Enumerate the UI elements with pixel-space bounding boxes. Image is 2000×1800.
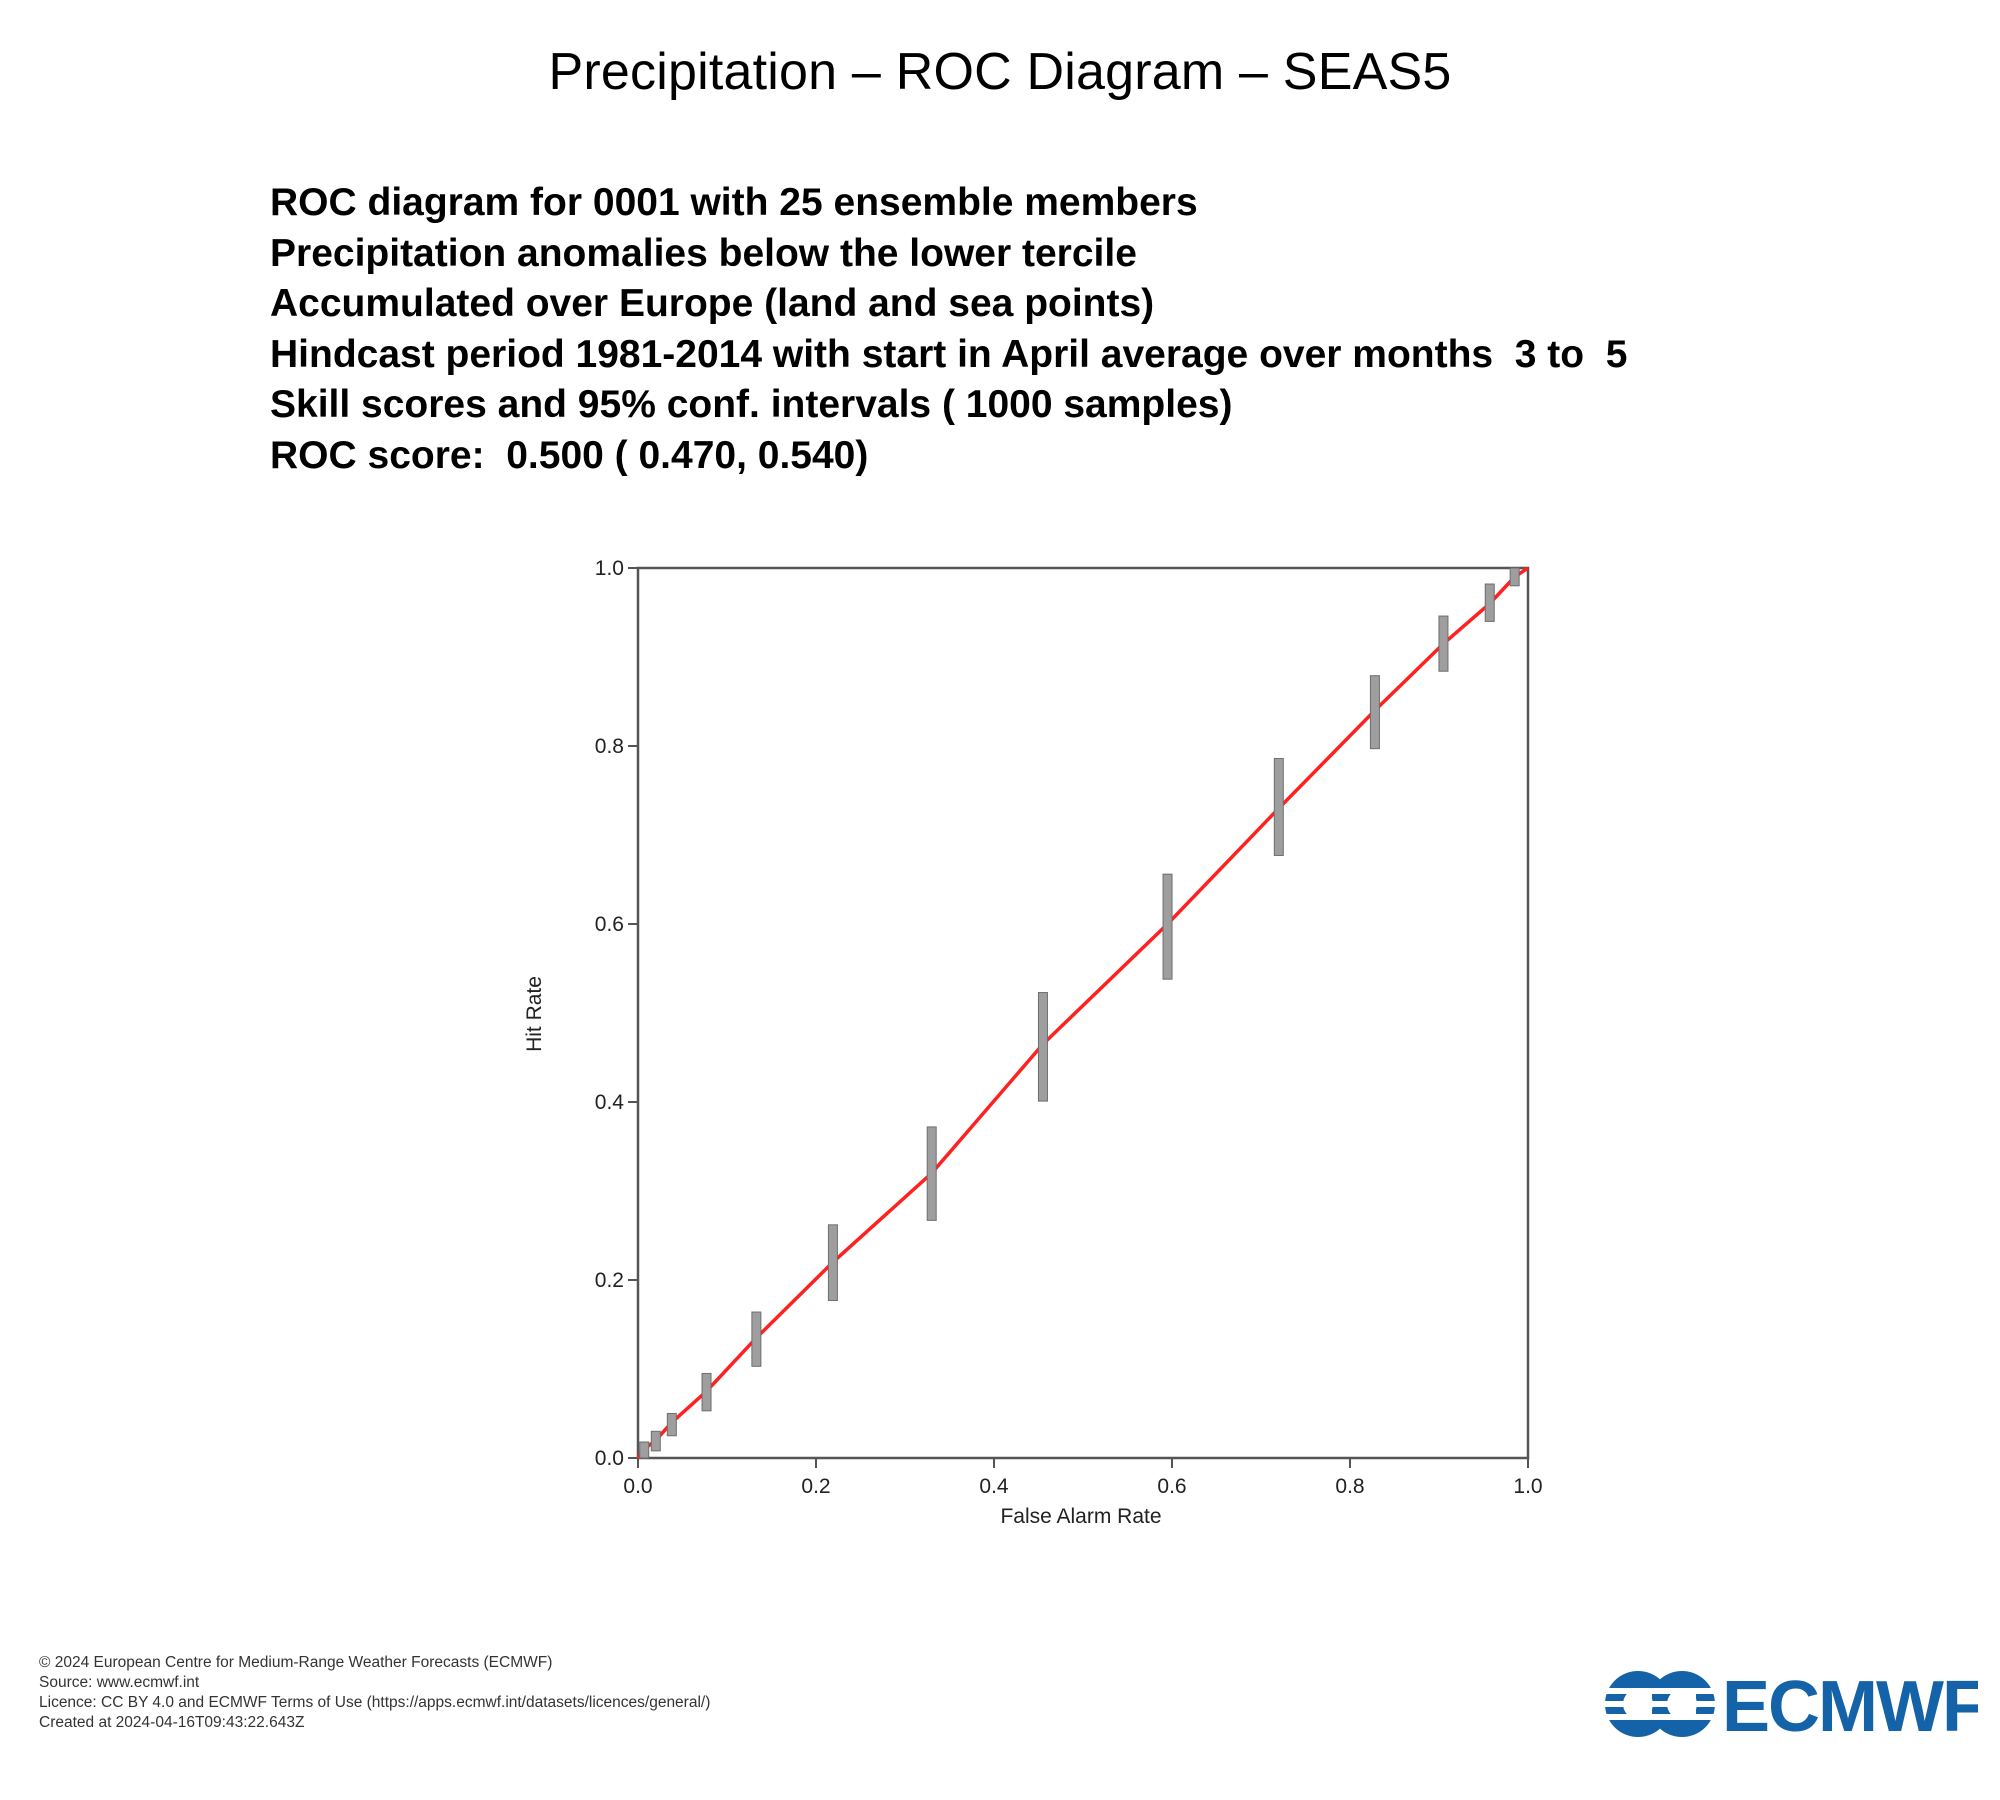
footer-licence: Licence: CC BY 4.0 and ECMWF Terms of Us…	[39, 1694, 711, 1711]
ecmwf-waves-icon	[1604, 1671, 1716, 1737]
info-line-hindcast: Hindcast period 1981-2014 with start in …	[270, 332, 1628, 376]
y-tick-label: 0.8	[595, 735, 624, 758]
ecmwf-logo-text: ECMWF	[1722, 1667, 1978, 1744]
page-title: Precipitation – ROC Diagram – SEAS5	[548, 43, 1452, 101]
confidence-interval-bar	[751, 1311, 762, 1367]
y-tick-label: 0.6	[595, 913, 624, 936]
x-tick-label: 1.0	[1513, 1475, 1542, 1498]
info-line-skill: Skill scores and 95% conf. intervals ( 1…	[270, 383, 1233, 426]
y-axis-label: Hit Rate	[523, 976, 546, 1052]
y-tick-label: 0.0	[595, 1447, 624, 1470]
x-tick-label: 0.6	[1157, 1475, 1186, 1498]
confidence-interval-bar	[639, 1441, 650, 1459]
info-line-variable: Precipitation anomalies below the lower …	[270, 231, 1137, 275]
y-tick-label: 1.0	[595, 557, 624, 580]
confidence-interval-bar	[650, 1430, 661, 1452]
footer: © 2024 European Centre for Medium-Range …	[39, 1653, 710, 1733]
plot-layer: 0.0 0.2 0.4 0.6 0.8 1.0 0.0 0.2 0.4 0.6 0.8 1.0	[595, 557, 1543, 1498]
x-tick-label: 0.4	[979, 1475, 1009, 1498]
y-tick-label: 0.4	[595, 1091, 625, 1114]
roc-chart: 0.0 0.2 0.4 0.6 0.8 1.0 0.0 0.2 0.4 0.6 0.8 1.0 Fal…	[523, 557, 1543, 1528]
footer-copyright: © 2024 European Centre for Medium-Range …	[39, 1654, 553, 1671]
x-tick-label: 0.2	[801, 1475, 830, 1498]
footer-created: Created at 2024-04-16T09:43:22.643Z	[39, 1714, 305, 1731]
roc-curve-line	[636, 566, 1529, 1460]
confidence-interval-bar	[1438, 615, 1449, 672]
info-line-region: Accumulated over Europe (land and sea po…	[270, 282, 1155, 325]
x-tick-label: 0.8	[1335, 1475, 1364, 1498]
confidence-interval-bar	[827, 1224, 838, 1301]
confidence-interval-bar	[1162, 873, 1173, 980]
chart-info-block: ROC diagram for 0001 with 25 ensemble me…	[270, 178, 1627, 481]
x-tick-label: 0.0	[623, 1475, 652, 1498]
confidence-interval-bar	[666, 1413, 677, 1437]
confidence-interval-bar	[1369, 675, 1380, 750]
confidence-interval-bar	[1509, 567, 1520, 587]
x-axis-label: False Alarm Rate	[1000, 1505, 1161, 1528]
confidence-interval-bar	[1273, 757, 1284, 856]
confidence-interval-bar	[926, 1126, 937, 1221]
ecmwf-logo: ECMWF	[1598, 1664, 1986, 1749]
y-tick-label: 0.2	[595, 1269, 624, 1292]
info-line-roc-score: ROC score: 0.500 ( 0.470, 0.540)	[270, 433, 869, 477]
info-line-ensemble: ROC diagram for 0001 with 25 ensemble me…	[270, 181, 1198, 224]
confidence-interval-bar	[701, 1372, 712, 1412]
plot-frame	[636, 566, 1530, 1460]
footer-source: Source: www.ecmwf.int	[39, 1674, 200, 1691]
confidence-interval-bar	[1037, 992, 1048, 1102]
confidence-interval-bar	[1484, 583, 1495, 622]
